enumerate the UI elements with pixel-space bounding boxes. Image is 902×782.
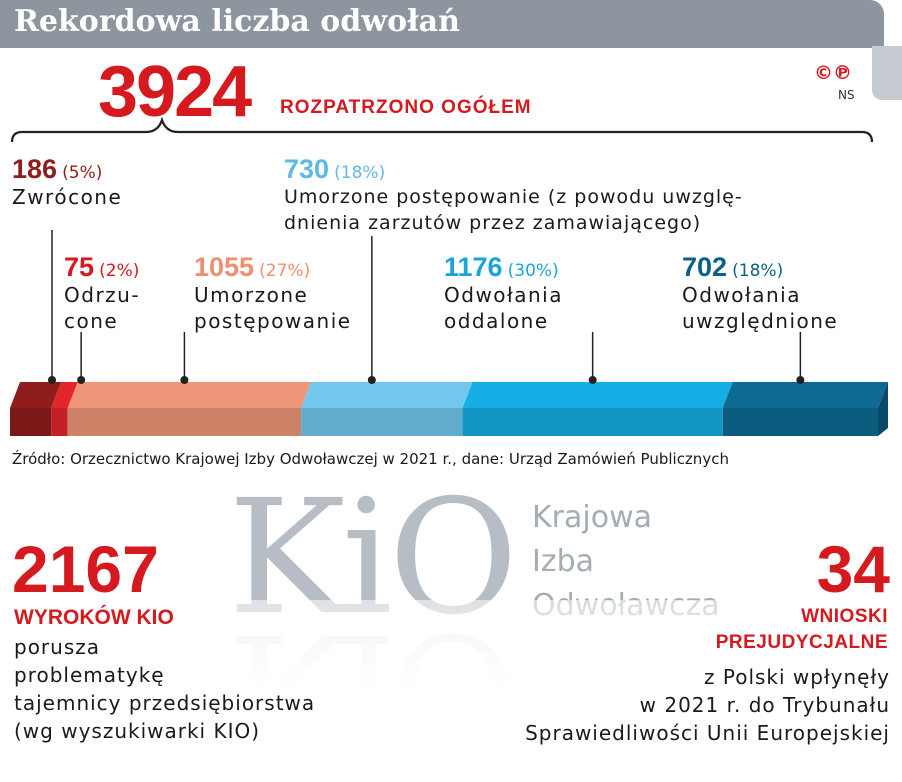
category-label: Odrzu- [64,283,141,307]
bar-segment [67,408,302,436]
stat-left-label: WYROKÓW KIO [14,606,174,629]
corner-fold [872,46,902,100]
category-oddalone: 1176 (30%) Odwołania oddalone [444,252,563,334]
connector-dot [48,376,56,384]
category-label: Umorzone [194,283,309,307]
stat-left-line: (wg wyszukiwarki KIO) [14,719,261,743]
title-bar [0,0,884,48]
stacked-bar-chart [10,116,888,436]
category-pct: (2%) [99,261,140,281]
bar-segment [462,408,723,436]
category-label: oddalone [444,309,549,333]
category-pct: (18%) [334,163,386,183]
connector-dot [180,376,189,384]
category-label: dnienia zarzutów przez zamawiającego) [284,212,702,234]
category-label: Umorzone postępowanie (z powodu uwzglę- [284,186,743,208]
category-label: uwzględnione [682,309,839,333]
copyright-mark: ©℗ [814,62,852,84]
stat-right-line: w 2021 r. do Trybunału [639,693,890,717]
category-uwzglednione: 702 (18%) Odwołania uwzględnione [682,252,838,334]
bar-segment [51,408,68,436]
stat-left-line: problematykę [14,663,165,687]
category-zwrocone: 186 (5%) Zwrócone [12,154,122,210]
connector-dot [367,376,376,384]
stat-right-line: Sprawiedliwości Unii Europejskiej [525,721,890,745]
stat-left-line: porusza [14,635,101,659]
category-value: 1055 [194,252,255,282]
connector-dot [588,376,597,384]
category-value: 186 [12,154,58,184]
bar-segment-top [722,382,888,408]
category-value: 75 [64,252,95,282]
stat-right-label: PREJUDYCJALNE [715,632,888,653]
page-title: Rekordowa liczba odwołań [14,4,460,39]
category-umorzone-uwzglednienie: 730 (18%) Umorzone postępowanie (z powod… [284,154,743,236]
stat-left-number: 2167 [12,532,159,606]
category-umorzone: 1055 (27%) Umorzone postępowanie [194,252,352,334]
category-pct: (30%) [507,261,559,281]
category-pct: (18%) [732,261,784,281]
logo-line: Izba [532,544,595,579]
bar-segment [722,408,878,436]
category-value: 1176 [444,252,503,282]
category-label: Odwołania [682,283,801,307]
source-note: Źródło: Orzecznictwo Krajowej Izby Odwoł… [12,450,729,468]
bar-segment-top [67,382,312,408]
stat-right-label: WNIOSKI [801,606,888,627]
bar-end-cap [878,382,888,436]
reflection-fade [0,600,902,760]
category-label: Zwrócone [12,185,123,209]
stat-left-line: tajemnicy przedsiębiorstwa [14,691,316,715]
total-brace [10,116,874,143]
bar-segment-top [51,382,78,408]
total-number: 3924 [98,52,252,132]
bar-segment [10,408,52,436]
connector-dot [796,376,805,384]
bar-segment-top [10,382,62,408]
stat-right-line: z Polski wpłynęły [704,665,890,689]
bar-segment [301,408,463,436]
bar-segment-top [301,382,473,408]
connector-dot [77,376,86,384]
category-odrzucone: 75 (2%) Odrzu- cone [64,252,140,334]
total-label: ROZPATRZONO OGÓŁEM [280,97,532,118]
category-pct: (5%) [62,163,103,183]
category-label: cone [64,309,119,333]
bar-segment-top [462,382,733,408]
category-value: 730 [284,154,330,184]
stat-right-number: 34 [816,532,890,606]
category-label: postępowanie [194,309,352,333]
category-pct: (27%) [259,261,311,281]
author-initials: NS [838,88,855,102]
logo-line: Krajowa [532,500,652,535]
category-value: 702 [682,252,728,282]
category-label: Odwołania [444,283,563,307]
